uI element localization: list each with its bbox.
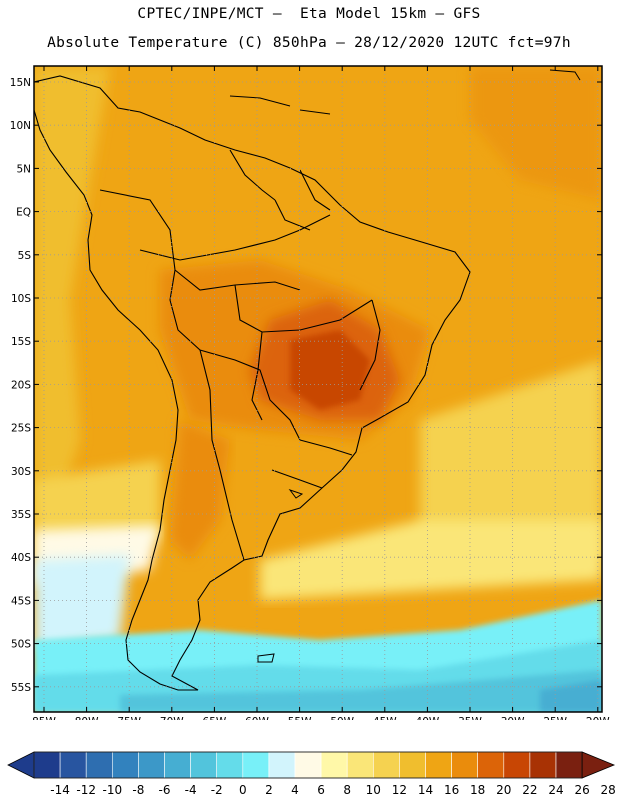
legend-swatch xyxy=(33,751,61,779)
legend-label: 6 xyxy=(317,783,325,797)
latitude-label: 10N xyxy=(10,120,31,132)
longitude-label: 40W xyxy=(416,716,440,720)
latitude-labels: 15N 10N 5N EQ 5S 10S 15S 20S 25S 30S 35S 40S 45S 50S 5… xyxy=(10,77,602,694)
legend-swatch xyxy=(85,751,113,779)
legend-label: 24 xyxy=(548,783,563,797)
longitude-label: 45W xyxy=(373,716,397,720)
longitude-label: 85W xyxy=(32,716,56,720)
longitude-label: 65W xyxy=(203,716,227,720)
latitude-label: 15N xyxy=(10,77,31,89)
legend-swatch xyxy=(216,751,244,779)
legend-swatch xyxy=(477,751,505,779)
legend-label: 10 xyxy=(366,783,381,797)
header-subtitle: Absolute Temperature (C) 850hPa – 28/12/… xyxy=(47,35,571,51)
longitude-label: 70W xyxy=(160,716,184,720)
legend-swatch xyxy=(320,751,348,779)
legend-label: 18 xyxy=(470,783,485,797)
graticule-grid xyxy=(34,66,602,712)
header-title: CPTEC/INPE/MCT – Eta Model 15km – GFS xyxy=(137,6,481,22)
latitude-label: 10S xyxy=(11,293,31,305)
latitude-label: 55S xyxy=(11,682,31,694)
legend-label: 26 xyxy=(574,783,589,797)
legend-swatch xyxy=(555,751,583,779)
legend-swatch xyxy=(399,751,426,779)
legend-swatch xyxy=(529,751,557,779)
legend-swatch xyxy=(425,751,452,779)
legend-label: 12 xyxy=(392,783,407,797)
latitude-label: 30S xyxy=(11,466,31,478)
legend-label: 28 xyxy=(601,783,616,797)
temperature-map: 15N 10N 5N EQ 5S 10S 15S 20S 25S 30S 35S 40S 45S 50S 5… xyxy=(0,60,618,720)
legend-swatch xyxy=(190,751,218,779)
legend-label: -6 xyxy=(159,783,171,797)
latitude-label: 15S xyxy=(11,336,31,348)
legend-label: -14 xyxy=(50,783,70,797)
legend-label: 4 xyxy=(291,783,299,797)
longitude-label: 35W xyxy=(458,716,482,720)
legend-swatch xyxy=(164,751,191,779)
islands xyxy=(229,69,581,663)
legend-swatch xyxy=(451,751,479,779)
legend-swatch xyxy=(112,751,139,779)
legend-swatch xyxy=(503,751,531,779)
latitude-label: 20S xyxy=(11,379,31,391)
latitude-label: 40S xyxy=(11,552,31,564)
color-legend: -14 -12 -10 -8 -6 -4 -2 0 2 4 6 8 10 12 14 16 18 20 22 24 26… xyxy=(7,751,616,797)
legend-label: 16 xyxy=(444,783,459,797)
map-frame xyxy=(33,65,603,713)
legend-label: -8 xyxy=(132,783,144,797)
coastline-outline xyxy=(34,75,471,691)
legend-label: -4 xyxy=(185,783,197,797)
longitude-label: 75W xyxy=(117,716,141,720)
legend-label: -10 xyxy=(102,783,122,797)
legend-min-arrow xyxy=(7,751,35,779)
legend-swatch xyxy=(372,751,400,779)
longitude-label: 20W xyxy=(586,716,610,720)
temperature-field xyxy=(34,66,602,712)
latitude-label: 35S xyxy=(11,509,31,521)
legend-swatch xyxy=(346,751,374,779)
legend-max-arrow xyxy=(581,751,616,779)
legend-label: 0 xyxy=(239,783,247,797)
legend-label: 2 xyxy=(265,783,273,797)
legend-swatch xyxy=(59,751,87,779)
legend-swatch xyxy=(294,751,322,779)
latitude-label: 5N xyxy=(16,163,31,175)
latitude-label: 50S xyxy=(11,639,31,651)
longitude-label: 30W xyxy=(501,716,525,720)
legend-label: 20 xyxy=(496,783,511,797)
legend-label: 22 xyxy=(522,783,537,797)
longitude-label: 55W xyxy=(288,716,312,720)
legend-label: -2 xyxy=(211,783,223,797)
latitude-label: EQ xyxy=(16,207,31,219)
legend-swatch xyxy=(242,751,270,779)
legend-swatch xyxy=(138,751,165,779)
latitude-label: 5S xyxy=(18,250,32,262)
longitude-label: 25W xyxy=(543,716,567,720)
legend-label: 8 xyxy=(343,783,351,797)
latitude-label: 45S xyxy=(11,595,31,607)
longitude-label: 80W xyxy=(75,716,99,720)
longitude-label: 60W xyxy=(245,716,269,720)
legend-label: 14 xyxy=(418,783,433,797)
longitude-labels: 85W 80W 75W 70W 65W 60W 55W 50W 45W 40W 35W 30W 25W 2… xyxy=(32,66,610,720)
longitude-label: 50W xyxy=(330,716,354,720)
legend-swatch xyxy=(268,751,296,779)
latitude-label: 25S xyxy=(11,423,31,435)
legend-label: -12 xyxy=(76,783,96,797)
